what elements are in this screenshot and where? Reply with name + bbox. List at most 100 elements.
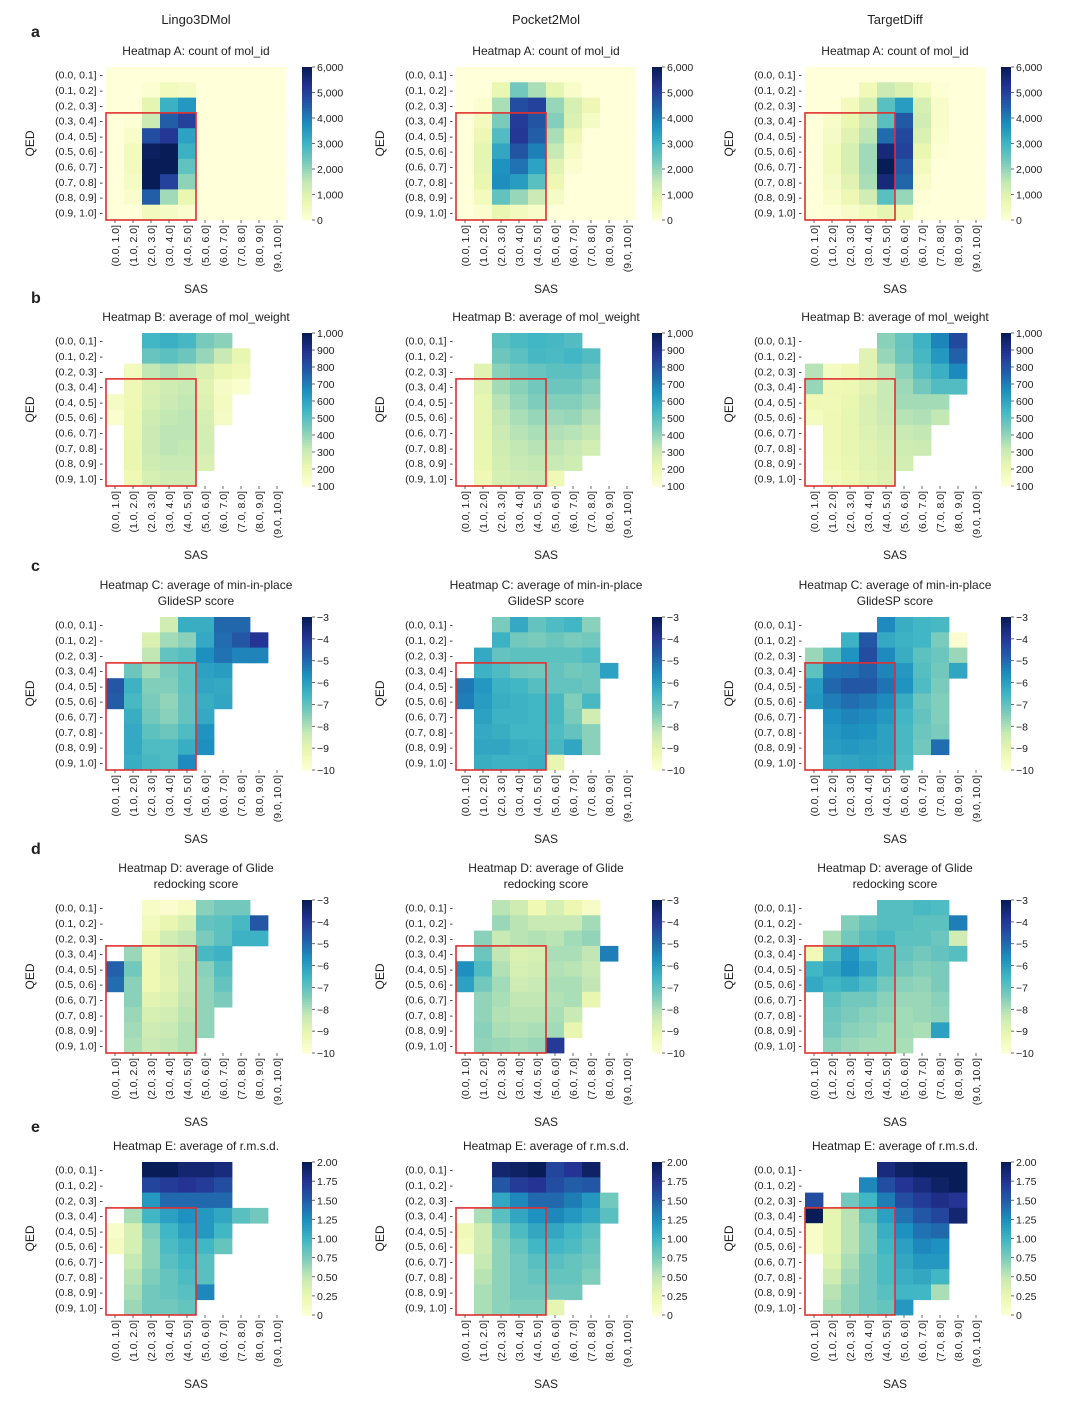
- heatmap-cell: [492, 647, 511, 664]
- colorbar-tick-label: −7: [667, 982, 679, 994]
- colorbar-segment: [1001, 386, 1011, 390]
- x-tick-label: (4.0, 5.0]: [881, 491, 893, 533]
- y-axis-label: QED: [722, 396, 736, 422]
- colorbar-segment: [1001, 1248, 1011, 1252]
- colorbar-segment: [652, 1284, 662, 1288]
- colorbar-segment: [302, 89, 312, 94]
- heatmap-cell: [492, 1192, 511, 1209]
- heatmap-cell: [564, 1177, 583, 1193]
- colorbar-segment: [302, 693, 312, 697]
- y-tick-label: (0.1, 0.2] -: [754, 635, 802, 647]
- colorbar-segment: [652, 1223, 662, 1227]
- y-tick-label: (0.4, 0.5] -: [55, 681, 103, 693]
- colorbar-segment: [652, 209, 662, 213]
- y-tick-label: (0.6, 0.7] -: [754, 994, 802, 1006]
- heatmap-cell: [913, 128, 932, 144]
- heatmap-cell: [142, 1177, 161, 1193]
- heatmap-cell: [618, 97, 637, 114]
- heatmap-cell: [949, 1162, 968, 1178]
- heatmap-cell: [196, 112, 215, 129]
- heatmap-cell: [582, 1192, 601, 1209]
- x-tick-label: (3.0, 4.0]: [164, 1058, 176, 1100]
- colorbar-segment: [652, 1243, 662, 1247]
- y-tick-label: (0.3, 0.4] -: [754, 116, 802, 128]
- heatmap-cell: [564, 617, 583, 633]
- colorbar-segment: [1001, 457, 1011, 462]
- y-tick-label: (0.9, 1.0] -: [405, 207, 453, 219]
- colorbar-segment: [1001, 478, 1011, 482]
- heatmap-cell: [196, 424, 215, 441]
- y-tick-label: (0.1, 0.2] -: [405, 351, 453, 363]
- colorbar-segment: [652, 688, 662, 692]
- x-tick-label: (6.0, 7.0]: [218, 491, 230, 533]
- heatmap-cell: [859, 378, 878, 395]
- heatmap-cell: [600, 945, 619, 962]
- colorbar-segment: [302, 209, 312, 213]
- heatmap-cell: [895, 1253, 914, 1270]
- colorbar-segment: [302, 84, 312, 88]
- x-tick-label: (5.0, 6.0]: [899, 1320, 911, 1362]
- colorbar-segment: [652, 1266, 662, 1270]
- colorbar-segment: [652, 1274, 662, 1278]
- colorbar-segment: [302, 1002, 312, 1006]
- colorbar-segment: [302, 673, 312, 677]
- colorbar-segment: [1001, 1169, 1011, 1173]
- x-axis-label: SAS: [184, 548, 208, 562]
- y-tick-label: (0.5, 0.6] -: [754, 412, 802, 424]
- colorbar-segment: [652, 414, 662, 418]
- heatmap-cell: [214, 67, 233, 83]
- colorbar-segment: [652, 1220, 662, 1224]
- colorbar-segment: [302, 734, 312, 738]
- colorbar-segment: [652, 1042, 662, 1046]
- heatmap-cell: [913, 1207, 932, 1224]
- heatmap-cell: [859, 424, 878, 441]
- chart-title: GlideSP score: [508, 594, 585, 608]
- heatmap-cell: [931, 82, 950, 98]
- colorbar-tick-label: 0.75: [667, 1253, 688, 1265]
- colorbar-segment: [302, 1230, 312, 1234]
- heatmap-cell: [582, 708, 601, 725]
- colorbar-segment: [302, 930, 312, 934]
- colorbar-segment: [1001, 1246, 1011, 1250]
- colorbar-segment: [652, 1040, 662, 1044]
- heatmap-cell: [913, 662, 932, 679]
- heatmap-cell: [178, 739, 197, 756]
- colorbar-segment: [302, 1243, 312, 1247]
- heatmap-cell: [214, 647, 233, 664]
- heatmap-cell: [564, 440, 583, 456]
- heatmap-cell: [967, 174, 986, 190]
- x-tick-label: (0.0, 1.0]: [110, 1320, 122, 1362]
- heatmap-cell: [841, 724, 860, 740]
- heatmap-cell: [546, 1007, 565, 1023]
- colorbar-segment: [1001, 647, 1011, 651]
- y-tick-label: (0.6, 0.7] -: [405, 711, 453, 723]
- colorbar-segment: [1001, 84, 1011, 88]
- heatmap-cell: [492, 1269, 511, 1285]
- colorbar-segment: [652, 1035, 662, 1039]
- x-tick-label: (7.0, 8.0]: [236, 1320, 248, 1362]
- colorbar-segment: [302, 1213, 312, 1217]
- colorbar-segment: [652, 1014, 662, 1018]
- chart-title: Heatmap C: average of min-in-place: [100, 578, 293, 592]
- colorbar-segment: [1001, 711, 1011, 715]
- heatmap-cell: [456, 678, 475, 694]
- colorbar-segment: [1001, 184, 1011, 188]
- colorbar-segment: [302, 437, 312, 441]
- heatmap-cell: [492, 394, 511, 410]
- colorbar-segment: [302, 1177, 312, 1181]
- heatmap-cell: [142, 900, 161, 916]
- heatmap-cell: [106, 174, 125, 190]
- heatmap-cell: [823, 1022, 842, 1039]
- colorbar-segment: [1001, 984, 1011, 988]
- x-tick-label: (3.0, 4.0]: [863, 1320, 875, 1362]
- colorbar-tick-label: 400: [1016, 430, 1034, 442]
- heatmap-cell: [895, 348, 914, 364]
- heatmap-cell: [859, 647, 878, 664]
- heatmap-cell: [859, 678, 878, 694]
- colorbar-segment: [1001, 1037, 1011, 1041]
- heatmap-cell: [160, 1269, 179, 1285]
- y-tick-label: (0.8, 0.9] -: [405, 1025, 453, 1037]
- colorbar-segment: [1001, 1182, 1011, 1186]
- colorbar-segment: [1001, 1286, 1011, 1291]
- colorbar-segment: [652, 447, 662, 451]
